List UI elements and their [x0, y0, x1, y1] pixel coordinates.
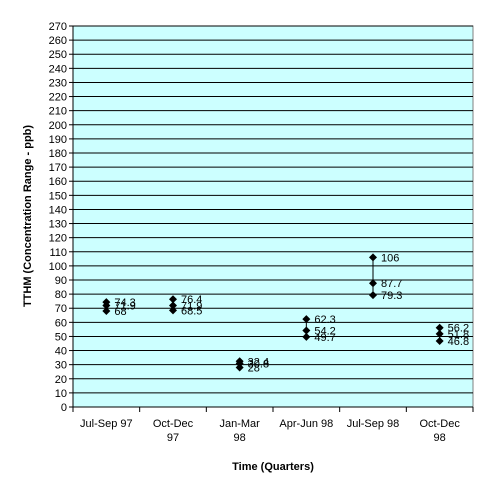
y-tick-label: 80: [55, 289, 67, 301]
y-tick-label: 120: [49, 233, 67, 245]
y-tick-label: 260: [49, 35, 67, 47]
data-label: 51.8: [448, 329, 469, 341]
x-axis-title: Time (Quarters): [232, 461, 314, 473]
y-axis-ticks: 0 10 20 30 40 50 60 70 80 90 100 110 120 130 140 150 160…: [49, 21, 73, 414]
y-tick-label: 230: [49, 77, 67, 89]
data-label: 62.3: [314, 314, 335, 326]
y-tick-label: 160: [49, 176, 67, 188]
y-tick-label: 170: [49, 162, 67, 174]
y-tick-label: 220: [49, 92, 67, 104]
data-marks: 74.371.96876.471.968.532.430.82862.354.2…: [102, 252, 469, 374]
gridlines: [73, 25, 473, 394]
y-tick-label: 110: [49, 247, 67, 259]
data-point-marker: [435, 329, 444, 338]
y-tick-label: 130: [49, 219, 67, 231]
x-tick-label: Jul-Sep 98: [347, 418, 400, 430]
data-point-marker: [369, 291, 377, 300]
y-tick-label: 70: [55, 303, 67, 315]
data-point-marker: [169, 306, 177, 315]
data-label: 54.2: [314, 326, 335, 338]
y-tick-label: 200: [49, 120, 67, 132]
x-tick-label: Oct-Dec 97: [153, 418, 194, 444]
y-tick-label: 40: [55, 346, 67, 358]
data-point-marker: [302, 332, 311, 341]
y-tick-label: 50: [55, 331, 67, 343]
y-tick-label: 180: [49, 148, 67, 160]
data-point-marker: [169, 301, 177, 310]
data-label: 56.2: [448, 323, 469, 335]
data-label: 74.3: [114, 297, 135, 309]
y-tick-label: 190: [49, 134, 67, 146]
data-point-marker: [235, 363, 244, 372]
data-label: 46.8: [448, 336, 469, 348]
data-point-marker: [435, 323, 444, 332]
data-label: 71.9: [114, 301, 135, 313]
data-point-marker: [102, 301, 111, 310]
y-tick-label: 60: [55, 317, 67, 329]
y-tick-label: 210: [49, 106, 67, 118]
y-axis-title: TTHM (Concentration Range - ppb): [22, 125, 34, 307]
y-tick-label: 0: [61, 402, 67, 414]
data-point-marker: [369, 279, 377, 288]
data-point-marker: [302, 315, 311, 324]
data-label: 30.8: [248, 359, 269, 371]
y-tick-label: 90: [55, 275, 67, 287]
x-tick-label: Jul-Sep 97: [80, 418, 133, 430]
data-label: 76.4: [181, 294, 202, 306]
y-tick-label: 100: [49, 261, 67, 273]
data-label: 71.9: [181, 301, 202, 313]
y-tick-label: 150: [49, 190, 67, 202]
data-label: 68.5: [181, 305, 202, 317]
data-label: 87.7: [381, 278, 402, 290]
x-tick-label: Jan-Mar 98: [219, 418, 260, 444]
x-axis-ticks: Jul-Sep 97 Oct-Dec 97 Jan-Mar 98 Apr-Jun 98 Ju…: [72, 407, 474, 444]
x-tick-label: Oct-Dec 98: [419, 418, 460, 444]
y-tick-label: 20: [55, 374, 67, 386]
y-tick-label: 240: [49, 63, 67, 75]
y-tick-label: 140: [49, 204, 67, 216]
plot-area: [72, 25, 474, 408]
x-tick-label: Apr-Jun 98: [279, 418, 333, 430]
data-label: 28: [248, 362, 260, 374]
data-label: 68: [114, 306, 126, 318]
data-point-marker: [369, 253, 377, 262]
y-tick-label: 30: [55, 360, 67, 372]
data-point-marker: [169, 295, 177, 304]
y-tick-label: 250: [49, 49, 67, 61]
y-tick-label: 270: [49, 21, 67, 33]
data-label: 79.3: [381, 290, 402, 302]
data-point-marker: [102, 307, 111, 316]
data-label: 49.7: [314, 332, 335, 344]
data-label: 106: [381, 252, 399, 264]
y-tick-label: 10: [55, 388, 67, 400]
data-label: 32.4: [248, 356, 269, 368]
data-point-marker: [302, 326, 311, 335]
data-point-marker: [435, 336, 444, 345]
